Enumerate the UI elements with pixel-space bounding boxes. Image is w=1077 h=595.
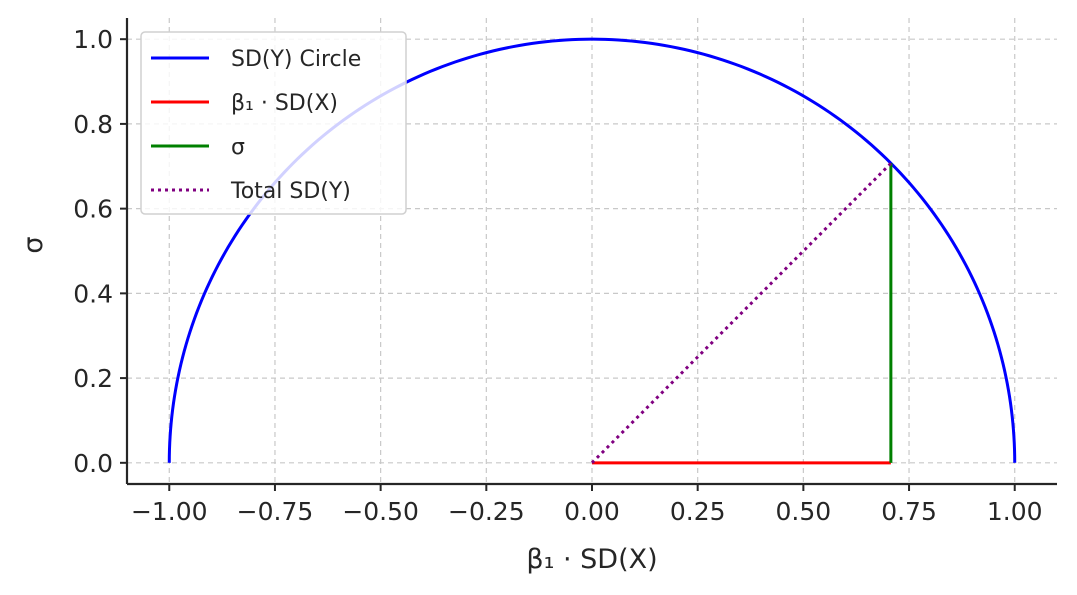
y-tick-label: 0.8 <box>73 110 113 139</box>
series-line-0 <box>167 37 1017 463</box>
legend-box <box>140 31 407 215</box>
legend-label-2: σ <box>231 135 245 160</box>
y-tick-label: 0.0 <box>73 449 113 478</box>
series-line-3 <box>590 162 892 464</box>
x-tick-label: 0.75 <box>881 497 937 526</box>
y-tick-label: 0.6 <box>73 195 113 224</box>
legend-label-1: β₁ · SD(X) <box>231 91 338 116</box>
legend-label-0: SD(Y) Circle <box>231 47 361 72</box>
x-tick-label: −0.25 <box>448 497 525 526</box>
x-tick-label: 0.00 <box>564 497 620 526</box>
y-tick-label: 1.0 <box>73 25 113 54</box>
legend-label-3: Total SD(Y) <box>230 179 351 204</box>
x-tick-label: −0.75 <box>237 497 314 526</box>
x-tick-label: 1.00 <box>987 497 1043 526</box>
plot-series <box>167 37 1017 465</box>
y-tick-label: 0.4 <box>73 279 113 308</box>
x-tick-label: 0.25 <box>670 497 726 526</box>
x-axis-label: β₁ · SD(X) <box>526 544 657 575</box>
y-tick-label: 0.2 <box>73 364 113 393</box>
legend: SD(Y) Circle β₁ · SD(X) σ Total SD(Y) <box>140 31 407 215</box>
ticks: −1.00 −0.75 −0.50 −0.25 0.00 0.25 0.50 0.75 1.00… <box>73 25 1042 526</box>
y-axis-label: σ <box>18 236 49 253</box>
x-tick-label: −1.00 <box>131 497 208 526</box>
x-tick-label: −0.50 <box>342 497 419 526</box>
x-tick-label: 0.50 <box>776 497 832 526</box>
